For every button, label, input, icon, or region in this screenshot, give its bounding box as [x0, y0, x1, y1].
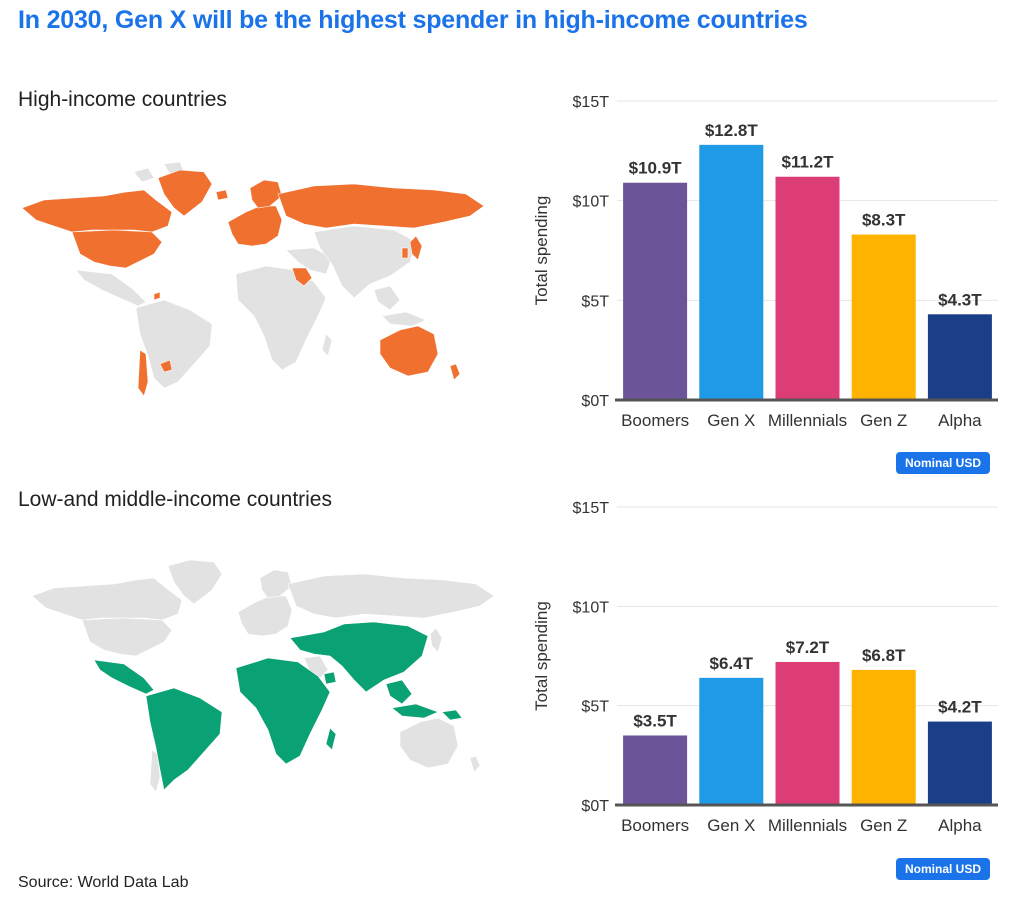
bar-value-label: $8.3T: [862, 211, 906, 230]
y-tick-label: $15T: [573, 94, 610, 111]
low-middle-income-bar-chart: $0T $5T $10T $15T Total spending $3.5T $6.4T…: [532, 500, 998, 835]
other-countries: [31, 559, 495, 793]
bar-alpha: [927, 314, 992, 400]
y-tick-label: $0T: [581, 393, 609, 410]
bar-value-label: $6.8T: [862, 646, 906, 665]
y-tick-label: $0T: [581, 798, 609, 815]
y-tick-label: $10T: [573, 194, 610, 211]
bar-boomers: [623, 735, 688, 805]
bar-alpha: [927, 721, 992, 805]
bar-gen-x: [699, 677, 764, 805]
bar-value-label: $10.9T: [629, 159, 683, 178]
bar-millennials: [775, 176, 840, 400]
y-tick-label: $5T: [581, 699, 609, 716]
y-tick-label: $5T: [581, 293, 609, 310]
x-tick-label: Boomers: [621, 411, 689, 430]
y-tick-label: $10T: [573, 599, 610, 616]
x-tick-label: Gen X: [707, 411, 755, 430]
nominal-usd-badge[interactable]: Nominal USD: [896, 452, 991, 474]
high-income-bar-chart: $0T $5T $10T $15T Total spending $10.9T $12.…: [532, 94, 998, 430]
y-tick-label: $15T: [573, 500, 610, 517]
high-income-section-label: High-income countries: [18, 88, 227, 111]
bar-millennials: [775, 661, 840, 805]
low-middle-income-countries: [93, 621, 463, 791]
x-tick-label: Alpha: [938, 411, 982, 430]
x-tick-label: Millennials: [768, 816, 847, 835]
other-countries: [75, 161, 427, 389]
high-income-countries: [21, 169, 485, 397]
y-axis-label: Total spending: [532, 601, 551, 711]
bar-value-label: $11.2T: [782, 153, 835, 172]
bar-value-label: $12.8T: [705, 121, 759, 140]
x-tick-label: Alpha: [938, 816, 982, 835]
low-middle-income-section-label: Low-and middle-income countries: [18, 488, 332, 511]
chart-title: In 2030, Gen X will be the highest spend…: [18, 6, 808, 34]
bar-value-label: $6.4T: [710, 654, 754, 673]
x-tick-label: Gen X: [707, 816, 755, 835]
nominal-usd-badge[interactable]: Nominal USD: [896, 858, 991, 880]
source-note: Source: World Data Lab: [18, 874, 189, 891]
x-tick-label: Gen Z: [860, 411, 907, 430]
bar-gen-z: [851, 669, 916, 805]
y-axis-label: Total spending: [532, 196, 551, 306]
high-income-world-map-icon: [21, 161, 485, 397]
x-tick-label: Boomers: [621, 816, 689, 835]
bar-boomers: [623, 182, 688, 400]
bar-value-label: $3.5T: [633, 711, 677, 730]
bar-value-label: $7.2T: [786, 638, 830, 657]
x-tick-label: Millennials: [768, 411, 847, 430]
bar-value-label: $4.2T: [938, 698, 982, 717]
bar-value-label: $4.3T: [938, 290, 982, 309]
bar-gen-z: [851, 234, 916, 400]
x-tick-label: Gen Z: [860, 816, 907, 835]
low-middle-income-world-map-icon: [31, 559, 495, 793]
bar-gen-x: [699, 144, 764, 400]
